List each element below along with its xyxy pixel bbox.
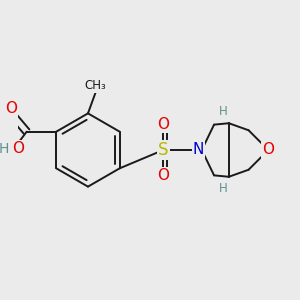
Text: –: – — [11, 144, 16, 154]
Text: H: H — [219, 182, 228, 195]
Text: S: S — [158, 141, 169, 159]
Text: H: H — [0, 142, 9, 156]
Text: O: O — [157, 117, 169, 132]
Text: O: O — [5, 101, 17, 116]
Text: O: O — [262, 142, 274, 158]
Text: O: O — [12, 141, 24, 156]
Text: H: H — [219, 105, 228, 118]
Text: CH₃: CH₃ — [85, 79, 106, 92]
Text: N: N — [193, 142, 204, 158]
Text: O: O — [157, 168, 169, 183]
